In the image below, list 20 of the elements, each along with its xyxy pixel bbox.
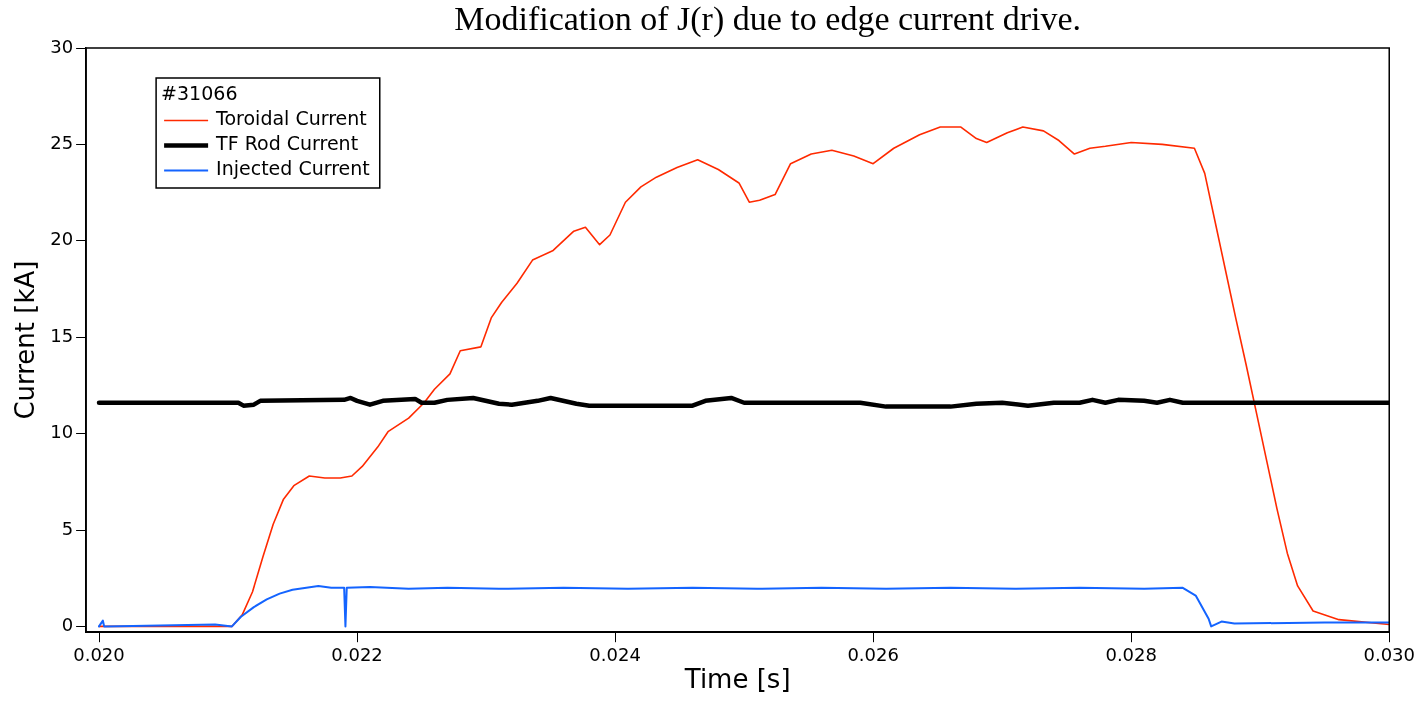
legend-label: Injected Current [216,157,370,180]
x-tick-label: 0.022 [331,643,383,665]
y-axis-title: Current [kA] [10,260,41,420]
legend-label: Toroidal Current [215,107,367,130]
y-tick-label: 15 [50,324,74,346]
x-tick-label: 0.030 [1363,643,1415,665]
x-tick-label: 0.020 [73,643,125,665]
y-tick-label: 20 [50,228,74,250]
chart-title: Modification of J(r) due to edge current drive. [454,0,1082,38]
legend-title: #31066 [161,82,238,105]
y-tick-label: 5 [61,517,74,539]
y-tick-label: 30 [50,35,74,57]
x-tick-label: 0.026 [847,643,899,665]
y-tick-label: 25 [50,132,74,154]
y-tick-label: 10 [50,421,74,443]
x-tick-label: 0.028 [1105,643,1157,665]
legend-label: TF Rod Current [215,132,359,155]
y-tick-label: 0 [61,614,74,636]
x-tick-label: 0.024 [589,643,641,665]
x-axis-title: Time [s] [683,664,791,695]
